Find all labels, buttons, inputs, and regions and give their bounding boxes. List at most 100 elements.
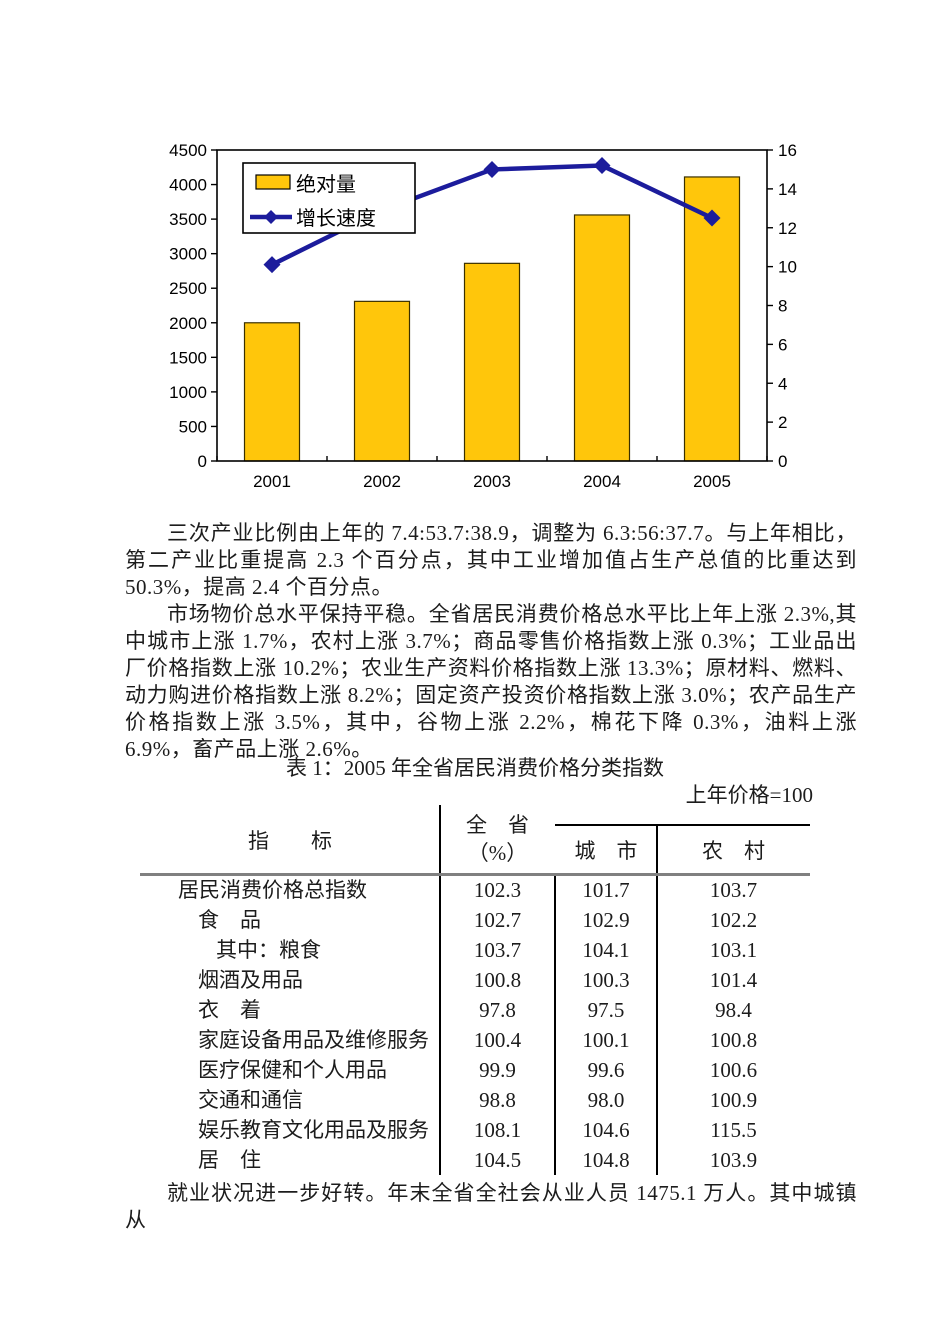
chart-bar-2003 — [463, 262, 521, 462]
axis-left: 0 500 1000 1500 2000 2500 3000 3500 4000 4500 — [169, 141, 217, 471]
value-rural: 103.7 — [709, 878, 758, 902]
header-indicator: 指 标 — [248, 829, 332, 853]
svg-text:10: 10 — [778, 258, 797, 277]
table-body: 居民消费价格总指数 102.3 101.7 103.7 食 品 102.7 102.9 102… — [140, 875, 810, 1175]
value-province: 102.3 — [473, 878, 522, 902]
value-city: 102.9 — [582, 908, 630, 932]
chart-bar-2002 — [353, 300, 411, 462]
chart-canvas: 0 500 1000 1500 2000 2500 3000 3500 4000 4500 0 2 4 6… — [169, 141, 797, 491]
row-indicator: 家庭设备用品及维修服务 — [198, 1028, 429, 1052]
header-rural: 农 村 — [702, 839, 765, 863]
table-row: 居民消费价格总指数 102.3 101.7 103.7 — [140, 875, 810, 905]
svg-text:3500: 3500 — [169, 210, 207, 229]
chart-bar-2004 — [573, 214, 631, 462]
legend-bar-swatch — [255, 174, 291, 190]
row-indicator: 其中：粮食 — [216, 938, 321, 962]
line-marker-2004 — [593, 157, 611, 175]
table-row: 家庭设备用品及维修服务 100.4 100.1 100.8 — [140, 1025, 810, 1055]
axis-right: 0 2 4 6 8 10 12 14 16 — [767, 141, 797, 471]
divider-indicator-column — [439, 805, 441, 1175]
row-indicator: 交通和通信 — [198, 1088, 303, 1112]
svg-text:16: 16 — [778, 141, 797, 160]
svg-text:500: 500 — [179, 417, 207, 436]
value-rural: 100.9 — [709, 1088, 758, 1112]
row-indicator: 烟酒及用品 — [198, 968, 303, 992]
value-province: 104.5 — [473, 1148, 522, 1172]
divider-province-city — [554, 875, 556, 1175]
svg-text:12: 12 — [778, 219, 797, 238]
value-rural: 101.4 — [709, 968, 758, 992]
svg-text:0: 0 — [198, 452, 207, 471]
table-row: 食 品 102.7 102.9 102.2 — [140, 905, 810, 935]
paragraph-employment: 就业状况进一步好转。年末全省全社会从业人员 1475.1 万人。其中城镇从 — [125, 1181, 857, 1232]
svg-text:2000: 2000 — [169, 314, 207, 333]
combo-chart: 0 500 1000 1500 2000 2500 3000 3500 4000 4500 0 2 4 6… — [140, 133, 800, 505]
value-province: 103.7 — [473, 938, 522, 962]
row-indicator: 食 品 — [198, 908, 261, 932]
bar-series — [243, 176, 741, 462]
header-province-unit: （%） — [467, 841, 528, 865]
table-row: 交通和通信 98.8 98.0 100.9 — [140, 1085, 810, 1115]
table-header: 指 标 全 省 （%） 城 市 农 村 — [140, 805, 810, 875]
body-text: 三次产业比例由上年的 7.4:53.7:38.9，调整为 6.3:56:37.7… — [125, 520, 857, 763]
header-province-name: 全 省 — [466, 813, 529, 837]
value-rural: 115.5 — [710, 1118, 757, 1142]
svg-text:1500: 1500 — [169, 348, 207, 367]
line-marker-2001 — [263, 256, 281, 274]
header-province: 全 省 （%） — [440, 811, 555, 871]
table-note: 上年价格=100 — [685, 783, 813, 807]
header-bottom-rule — [140, 873, 810, 876]
row-indicator: 居 住 — [198, 1148, 261, 1172]
value-province: 99.9 — [479, 1058, 516, 1082]
svg-text:1000: 1000 — [169, 383, 207, 402]
value-province: 100.8 — [473, 968, 522, 992]
svg-text:4: 4 — [778, 374, 787, 393]
legend-line-swatch — [264, 210, 278, 224]
table-row: 居 住 104.5 104.8 103.9 — [140, 1145, 810, 1175]
table-row: 医疗保健和个人用品 99.9 99.6 100.6 — [140, 1055, 810, 1085]
svg-text:4000: 4000 — [169, 176, 207, 195]
line-marker-2003 — [483, 160, 501, 178]
value-city: 99.6 — [587, 1058, 625, 1082]
value-province: 97.8 — [479, 998, 516, 1022]
svg-text:6: 6 — [778, 335, 787, 354]
svg-text:2500: 2500 — [169, 279, 207, 298]
chart-bar-2001 — [243, 322, 301, 462]
value-province: 100.4 — [473, 1028, 522, 1052]
row-indicator: 居民消费价格总指数 — [178, 878, 367, 902]
value-province: 108.1 — [473, 1118, 522, 1142]
svg-text:4500: 4500 — [169, 141, 207, 160]
table-title: 表 1：2005 年全省居民消费价格分类指数 — [286, 756, 664, 780]
value-city: 100.1 — [582, 1028, 630, 1052]
svg-text:14: 14 — [778, 180, 797, 199]
value-city: 101.7 — [582, 878, 630, 902]
row-indicator: 医疗保健和个人用品 — [198, 1058, 387, 1082]
svg-text:2: 2 — [778, 413, 787, 432]
paragraph-market-prices: 市场物价总水平保持平稳。全省居民消费价格总水平比上年上涨 2.3%,其中城市上涨… — [125, 602, 857, 761]
header-city: 城 市 — [574, 839, 638, 863]
value-city: 104.1 — [582, 938, 630, 962]
svg-text:2001: 2001 — [253, 472, 291, 491]
value-rural: 98.4 — [715, 998, 752, 1022]
row-indicator: 衣 着 — [198, 998, 261, 1022]
svg-text:2003: 2003 — [473, 472, 511, 491]
value-city: 100.3 — [582, 968, 630, 992]
value-rural: 103.9 — [709, 1148, 758, 1172]
value-city: 104.6 — [582, 1118, 630, 1142]
value-province: 98.8 — [479, 1088, 516, 1112]
value-rural: 100.6 — [709, 1058, 758, 1082]
line-marker-2005 — [703, 209, 721, 227]
value-province: 102.7 — [473, 908, 522, 932]
legend-line-label: 增长速度 — [296, 207, 376, 230]
table-row: 烟酒及用品 100.8 100.3 101.4 — [140, 965, 810, 995]
table-row: 衣 着 97.8 97.5 98.4 — [140, 995, 810, 1025]
legend-bar-label: 绝对量 — [296, 173, 356, 196]
svg-text:3000: 3000 — [169, 245, 207, 264]
value-city: 104.8 — [582, 1148, 630, 1172]
value-rural: 100.8 — [709, 1028, 758, 1052]
row-indicator: 娱乐教育文化用品及服务 — [198, 1118, 429, 1142]
value-rural: 103.1 — [709, 938, 758, 962]
value-city: 98.0 — [587, 1088, 625, 1112]
svg-text:8: 8 — [778, 297, 787, 316]
